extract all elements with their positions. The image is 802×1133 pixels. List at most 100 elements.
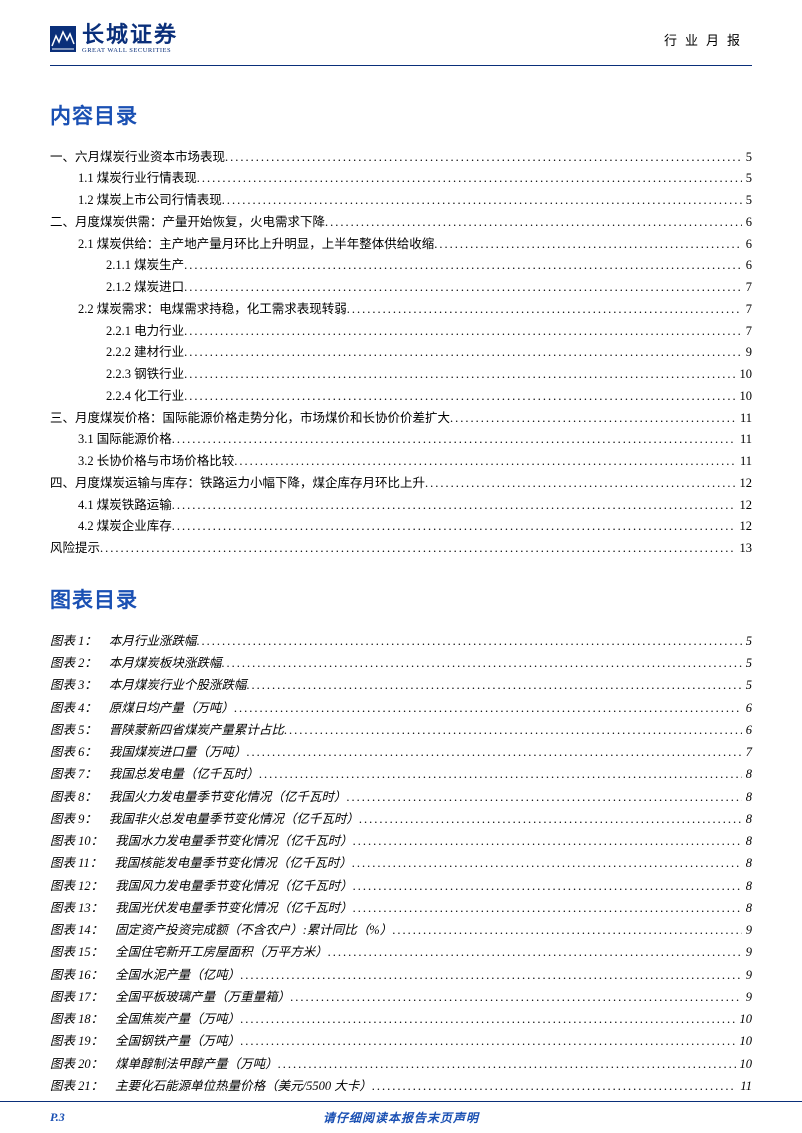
figure-label: 图表 20： 煤单醇制法甲醇产量（万吨） xyxy=(50,1055,278,1074)
figure-label: 图表 16：全国水泥产量（亿吨） xyxy=(50,966,240,985)
toc-leader-dots xyxy=(246,676,741,695)
figure-entry: 图表 6：我国煤炭进口量（万吨） 7 xyxy=(50,743,752,762)
toc-label: 一、六月煤炭行业资本市场表现 xyxy=(50,148,225,167)
figures-title: 图表目录 xyxy=(50,584,752,614)
toc-entry: 二、月度煤炭供需：产量开始恢复，火电需求下降 6 xyxy=(50,213,752,232)
figure-page-number: 8 xyxy=(742,810,752,829)
page-footer: P.3 请仔细阅读本报告末页声明 xyxy=(0,1101,802,1133)
figure-page-number: 8 xyxy=(742,788,752,807)
footer-disclaimer: 请仔细阅读本报告末页声明 xyxy=(323,1109,479,1126)
toc-page-number: 11 xyxy=(736,452,752,471)
toc-leader-dots xyxy=(328,943,742,962)
figure-title: 我国光伏发电量季节变化情况（亿千瓦时） xyxy=(115,901,353,915)
figure-label: 图表 15：全国住宅新开工房屋面积（万平方米） xyxy=(50,943,328,962)
figures-list: 图表 1：本月行业涨跌幅 5图表 2：本月煤炭板块涨跌幅 5图表 3：本月煤炭行… xyxy=(50,632,752,1096)
toc-leader-dots xyxy=(352,854,742,873)
toc-entry: 风险提示 13 xyxy=(50,539,752,558)
toc-leader-dots xyxy=(172,517,736,536)
figure-number: 图表 17： xyxy=(50,988,103,1007)
toc-page-number: 6 xyxy=(742,235,752,254)
toc-leader-dots xyxy=(225,148,742,167)
toc-page-number: 6 xyxy=(742,256,752,275)
toc-entry: 2.1.2 煤炭进口 7 xyxy=(50,278,752,297)
toc-label: 三、月度煤炭价格：国际能源价格走势分化，市场煤价和长协价价差扩大 xyxy=(50,409,450,428)
toc-page-number: 7 xyxy=(742,278,752,297)
figure-number: 图表 20： xyxy=(50,1055,103,1074)
toc-leader-dots xyxy=(353,832,742,851)
figure-entry: 图表 5：晋陕蒙新四省煤炭产量累计占比 6 xyxy=(50,721,752,740)
logo-text: 长城证券 GREAT WALL SECURITIES xyxy=(82,24,178,55)
toc-entry: 4.1 煤炭铁路运输 12 xyxy=(50,496,752,515)
figure-title: 固定资产投资完成额（不含农户）:累计同比（%） xyxy=(115,923,392,937)
toc-title: 内容目录 xyxy=(50,100,752,130)
toc-leader-dots xyxy=(172,496,736,515)
toc-page-number: 11 xyxy=(736,409,752,428)
report-type-label: 行业月报 xyxy=(664,30,752,49)
figure-number: 图表 6： xyxy=(50,743,97,762)
figure-label: 图表 9：我国非火总发电量季节变化情况（亿千瓦时） xyxy=(50,810,359,829)
figure-label: 图表 8：我国火力发电量季节变化情况（亿千瓦时） xyxy=(50,788,346,807)
toc-leader-dots xyxy=(196,632,741,651)
figure-page-number: 10 xyxy=(736,1032,753,1051)
figure-page-number: 11 xyxy=(736,1077,752,1096)
toc-leader-dots xyxy=(434,235,741,254)
figure-label: 图表 12：我国风力发电量季节变化情况（亿千瓦时） xyxy=(50,877,353,896)
figure-entry: 图表 2：本月煤炭板块涨跌幅 5 xyxy=(50,654,752,673)
toc-page-number: 12 xyxy=(736,517,753,536)
toc-page-number: 12 xyxy=(736,496,753,515)
figure-number: 图表 1： xyxy=(50,632,97,651)
logo-english: GREAT WALL SECURITIES xyxy=(82,48,178,55)
toc-label: 2.1 煤炭供给：主产地产量月环比上升明显，上半年整体供给收缩 xyxy=(78,235,434,254)
figure-number: 图表 19： xyxy=(50,1032,103,1051)
toc-page-number: 12 xyxy=(736,474,753,493)
figure-title: 我国煤炭进口量（万吨） xyxy=(109,745,247,759)
toc-entry: 2.1.1 煤炭生产 6 xyxy=(50,256,752,275)
toc-entry: 三、月度煤炭价格：国际能源价格走势分化，市场煤价和长协价价差扩大 11 xyxy=(50,409,752,428)
figure-page-number: 8 xyxy=(742,854,752,873)
toc-leader-dots xyxy=(197,169,742,188)
figure-title: 全国焦炭产量（万吨） xyxy=(115,1012,240,1026)
toc-label: 2.2.3 钢铁行业 xyxy=(106,365,184,384)
toc-leader-dots xyxy=(234,699,742,718)
toc-entry: 1.1 煤炭行业行情表现 5 xyxy=(50,169,752,188)
logo-block: 长城证券 GREAT WALL SECURITIES xyxy=(50,24,178,55)
toc-leader-dots xyxy=(184,365,735,384)
figure-page-number: 6 xyxy=(742,721,752,740)
figure-label: 图表 10：我国水力发电量季节变化情况（亿千瓦时） xyxy=(50,832,353,851)
figure-page-number: 9 xyxy=(742,988,752,1007)
toc-leader-dots xyxy=(222,191,742,210)
toc-leader-dots xyxy=(240,1010,735,1029)
figure-label: 图表 3：本月煤炭行业个股涨跌幅 xyxy=(50,676,246,695)
company-logo-icon xyxy=(50,26,76,52)
figure-number: 图表 13： xyxy=(50,899,103,918)
figure-number: 图表 2： xyxy=(50,654,97,673)
toc-label: 2.2 煤炭需求：电煤需求持稳，化工需求表现转弱 xyxy=(78,300,347,319)
figure-title: 煤单醇制法甲醇产量（万吨） xyxy=(115,1057,278,1071)
figure-entry: 图表 10：我国水力发电量季节变化情况（亿千瓦时） 8 xyxy=(50,832,752,851)
figure-entry: 图表 18：全国焦炭产量（万吨） 10 xyxy=(50,1010,752,1029)
figure-title: 我国核能发电量季节变化情况（亿千瓦时） xyxy=(114,856,352,870)
figure-label: 图表 4：原煤日均产量（万吨） xyxy=(50,699,234,718)
figure-title: 原煤日均产量（万吨） xyxy=(109,701,234,715)
toc-leader-dots xyxy=(184,387,735,406)
toc-entry: 2.2.3 钢铁行业 10 xyxy=(50,365,752,384)
toc-label: 3.2 长协价格与市场价格比较 xyxy=(78,452,234,471)
figure-label: 图表 21：主要化石能源单位热量价格（美元/5500 大卡） xyxy=(50,1077,372,1096)
toc-entry: 4.2 煤炭企业库存 12 xyxy=(50,517,752,536)
figure-entry: 图表 16：全国水泥产量（亿吨） 9 xyxy=(50,966,752,985)
toc-label: 2.2.2 建材行业 xyxy=(106,343,184,362)
figure-number: 图表 9： xyxy=(50,810,97,829)
figure-page-number: 9 xyxy=(742,966,752,985)
toc-leader-dots xyxy=(221,654,741,673)
figure-title: 全国平板玻璃产量（万重量箱） xyxy=(115,990,290,1004)
toc-label: 4.2 煤炭企业库存 xyxy=(78,517,172,536)
toc-leader-dots xyxy=(184,322,742,341)
figure-label: 图表 6： 我国煤炭进口量（万吨） xyxy=(50,743,246,762)
toc-page-number: 10 xyxy=(736,365,753,384)
toc-entry: 2.1 煤炭供给：主产地产量月环比上升明显，上半年整体供给收缩 6 xyxy=(50,235,752,254)
toc-leader-dots xyxy=(259,765,742,784)
figure-label: 图表 11：我国核能发电量季节变化情况（亿千瓦时） xyxy=(50,854,352,873)
figure-label: 图表 17： 全国平板玻璃产量（万重量箱） xyxy=(50,988,290,1007)
figure-title: 本月行业涨跌幅 xyxy=(109,634,197,648)
figure-label: 图表 1： 本月行业涨跌幅 xyxy=(50,632,196,651)
